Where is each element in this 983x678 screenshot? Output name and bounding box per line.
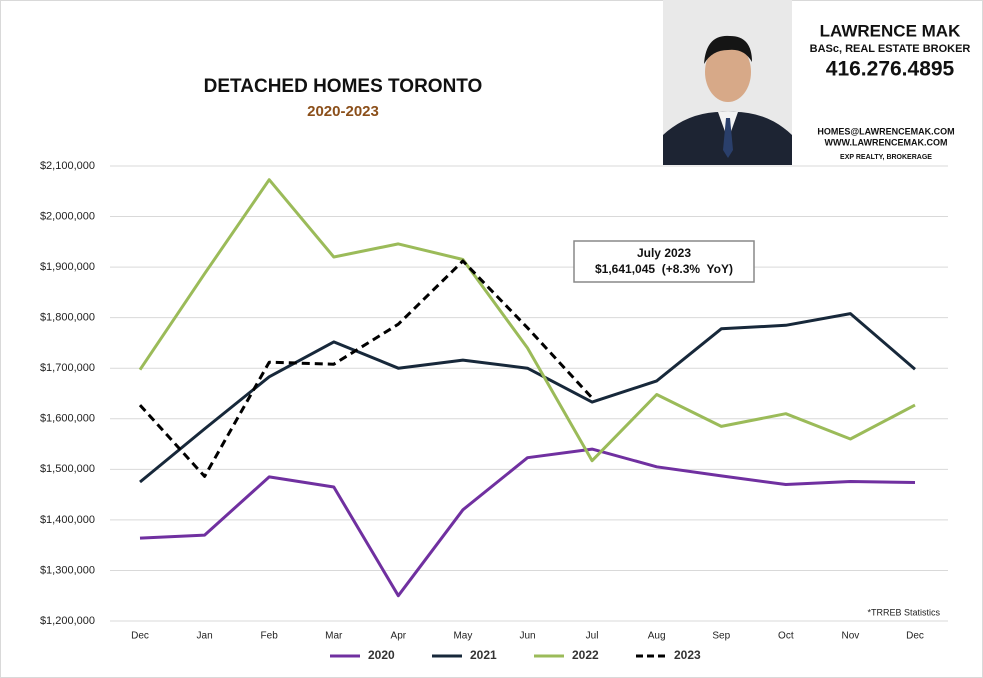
legend-label: 2021 [470, 648, 497, 662]
x-tick-label: Feb [261, 631, 279, 642]
y-tick-label: $1,600,000 [40, 413, 95, 425]
x-tick-label: Aug [648, 631, 666, 642]
x-tick-label: Oct [778, 631, 794, 642]
annotation-text: $1,641,045 (+8.3% YoY) [595, 262, 733, 276]
y-tick-label: $1,300,000 [40, 564, 95, 576]
y-tick-label: $1,900,000 [40, 261, 95, 273]
y-tick-label: $1,800,000 [40, 312, 95, 324]
agent-credentials: BASc, REAL ESTATE BROKER [810, 43, 971, 55]
annotation-title: July 2023 [637, 246, 691, 260]
plot: $1,200,000 $1,300,000 $1,400,000 $1,500,000… [40, 160, 948, 662]
x-tick-label: Nov [842, 631, 860, 642]
x-tick-label: Dec [131, 631, 149, 642]
y-tick-label: $2,100,000 [40, 160, 95, 172]
y-tick-label: $1,500,000 [40, 463, 95, 475]
x-tick-label: May [453, 631, 472, 642]
series-line [139, 447, 916, 598]
legend-label: 2022 [572, 648, 599, 662]
x-tick-label: Apr [391, 631, 407, 642]
legend-label: 2023 [674, 648, 701, 662]
x-tick-label: Mar [325, 631, 343, 642]
y-tick-label: $1,200,000 [40, 615, 95, 627]
agent-phone: 416.276.4895 [826, 58, 955, 81]
series-line [138, 178, 916, 463]
chart-title: DETACHED HOMES TORONTO [204, 76, 483, 97]
agent-photo [663, 0, 792, 165]
x-tick-label: Dec [906, 631, 924, 642]
series-line [139, 312, 916, 484]
agent-name: LAWRENCE MAK [820, 21, 961, 40]
x-tick-label: Jan [197, 631, 213, 642]
series-line [138, 259, 594, 478]
agent-brokerage: EXP REALTY, BROKERAGE [840, 154, 932, 161]
annotation-box [573, 240, 755, 283]
agent-email: HOMES@LAWRENCEMAK.COM [817, 126, 954, 136]
y-tick-label: $1,700,000 [40, 362, 95, 374]
legend-label: 2020 [368, 648, 395, 662]
x-tick-label: Jun [519, 631, 535, 642]
y-tick-label: $1,400,000 [40, 514, 95, 526]
agent-website: WWW.LAWRENCEMAK.COM [825, 137, 948, 147]
footnote: *TRREB Statistics [867, 607, 940, 617]
y-tick-label: $2,000,000 [40, 210, 95, 222]
chart-subtitle: 2020-2023 [307, 103, 379, 120]
x-tick-label: Jul [586, 631, 599, 642]
x-tick-label: Sep [712, 631, 730, 642]
